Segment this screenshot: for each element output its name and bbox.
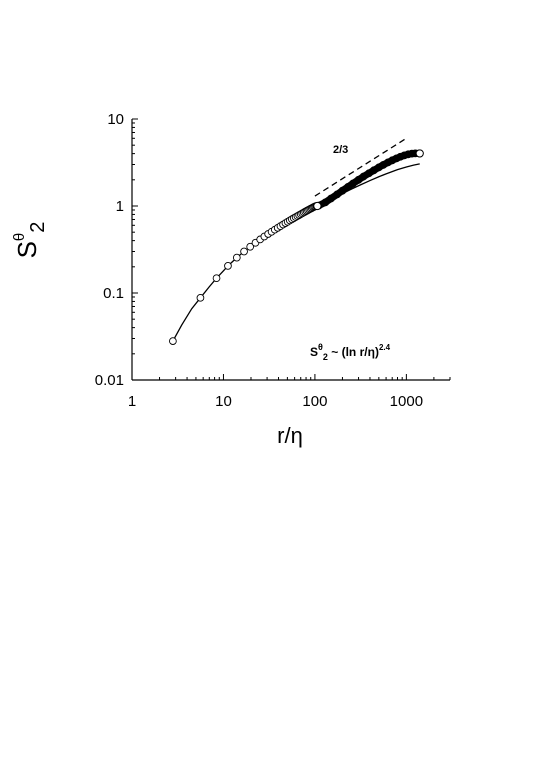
x-tick-label: 10 [215,393,232,410]
x-axis-title: r/η [277,423,303,448]
dense-data-point [327,194,335,203]
open-data-point [212,274,221,283]
y-tick-label: 0.01 [95,372,124,389]
fit-curve-line [172,163,420,342]
formula-exponent: 2.4 [379,343,391,352]
formula-annotation: Sθ2 ~ (ln r/η)2.4 [310,342,391,362]
y-axis-title-sub: 2 [27,222,49,233]
series-group [169,137,424,345]
y-tick-label: 1 [116,198,124,215]
endpoint-marker [415,149,424,158]
dense-data-point [321,198,330,207]
open-data-point [232,253,241,262]
axes [131,119,450,381]
endpoint-marker [313,201,322,211]
formula-sub-2: 2 [323,352,328,362]
open-data-point [224,262,232,270]
open-data-point [240,247,248,256]
formula-close: ) [375,345,379,359]
slope-label: 2/3 [333,144,348,156]
y-axis-title-sup: θ [11,233,28,241]
x-tick-label: 1000 [390,393,423,410]
dense-data-point [348,179,357,188]
formula-mid: ~ (ln r/ [328,345,368,359]
y-axis-title-base: S [12,241,42,258]
open-data-point [196,293,205,302]
formula-s: S [310,345,318,359]
open-data-point [169,337,177,345]
formula-sup-theta: θ [318,342,323,352]
x-axis-title-base: r/ [277,423,291,448]
y-tick-label: 10 [107,111,124,128]
tick-labels: 1 10 100 1000 0.01 0.1 1 10 [95,111,423,410]
y-tick-label: 0.1 [103,285,124,302]
formula-eta: η [368,345,375,359]
dense-data-point [333,190,342,199]
dense-data-point [338,186,347,195]
x-tick-label: 100 [302,393,327,410]
slope-reference-line [314,137,407,197]
x-tick-label: 1 [128,393,136,410]
y-axis-title: Sθ2 [11,222,49,259]
open-data-point [246,242,255,251]
tick-marks [131,118,451,381]
x-axis-title-greek: η [291,423,303,448]
